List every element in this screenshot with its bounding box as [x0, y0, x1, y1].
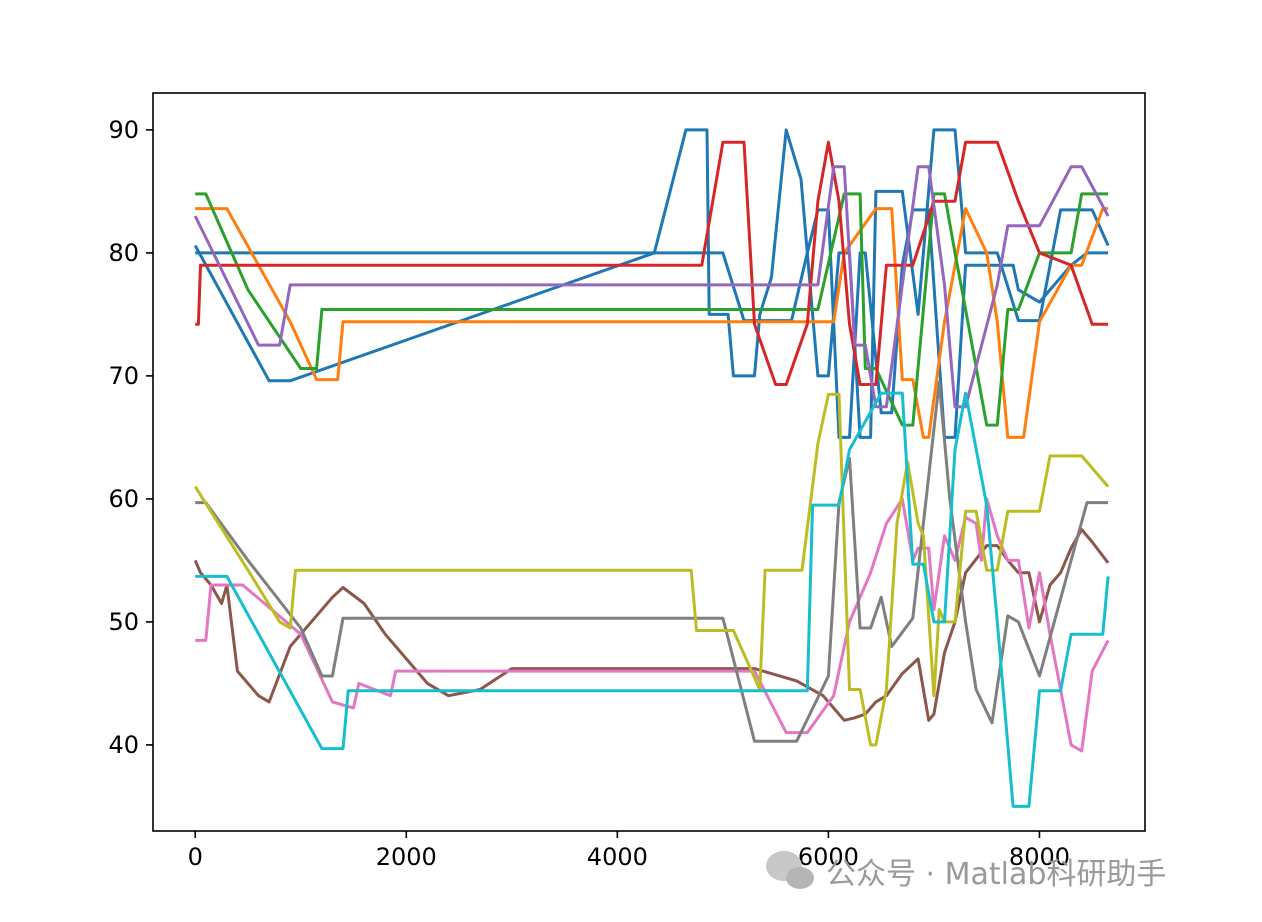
series-line-5 — [195, 140, 1109, 386]
series-line-6 — [193, 165, 1110, 409]
x-tick-label: 0 — [188, 843, 203, 871]
y-tick-label: 50 — [108, 608, 139, 636]
y-tick-label: 90 — [108, 116, 139, 144]
y-tick-label: 40 — [108, 731, 139, 759]
x-tick-label: 2000 — [376, 843, 437, 871]
x-tick-label: 4000 — [587, 843, 648, 871]
series-line-10 — [193, 392, 1110, 747]
watermark: 公众号 · Matlab科研助手 — [766, 851, 1166, 892]
x-tick-label: 6000 — [798, 843, 859, 871]
plot-lines — [193, 128, 1110, 808]
series-line-7 — [193, 528, 1110, 722]
y-tick-label: 70 — [108, 362, 139, 390]
series-line-11 — [195, 391, 1110, 808]
watermark-text: 公众号 · Matlab科研助手 — [826, 857, 1166, 892]
x-axis: 0 2000 4000 6000 8000 — [188, 831, 1070, 871]
series-line-4 — [195, 192, 1109, 427]
y-axis: 40 50 60 70 80 90 — [108, 116, 153, 759]
series-line-3 — [195, 207, 1109, 439]
y-tick-label: 80 — [108, 239, 139, 267]
y-tick-label: 60 — [108, 485, 139, 513]
axes-frame — [152, 92, 1146, 832]
series-line-2 — [195, 208, 1109, 439]
series-line-8 — [195, 497, 1110, 753]
wechat-icon — [766, 851, 814, 889]
x-tick-label: 8000 — [1009, 843, 1070, 871]
series-line-9 — [195, 380, 1109, 743]
